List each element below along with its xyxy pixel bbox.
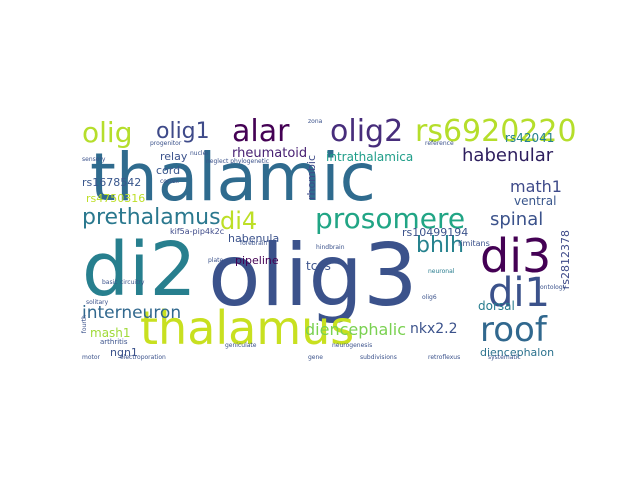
word-olig6: olig6 [422, 294, 437, 301]
word-rhombic: rhombic [305, 155, 318, 200]
word-cord: cord [156, 164, 181, 177]
word-prethalamus: prethalamus [82, 205, 221, 230]
word-neglect: neglect phylogenetic [206, 158, 270, 165]
word-rs6920220: rs6920220 [415, 115, 577, 149]
word-gene: gene [308, 354, 323, 361]
word-rs42041: rs42041 [505, 131, 555, 145]
word-kif5a: kif5a-pip4k2c [170, 227, 225, 236]
word-subdivisions: subdivisions [360, 354, 397, 361]
word-rs10499194: rs10499194 [402, 226, 469, 239]
word-di1: di1 [488, 270, 550, 316]
word-rs4750316: rs4750316 [86, 192, 146, 205]
word-ngn1: ngn1 [110, 346, 138, 359]
word-systematic: systematic [488, 354, 521, 361]
word-di2: di2 [82, 227, 197, 313]
word-neuronal: neuronal [428, 268, 455, 275]
word-di3: di3 [480, 229, 552, 283]
word-retroflexus: retroflexus [428, 354, 461, 361]
word-dorsal: dorsal [478, 299, 515, 313]
word-interneuron: interneuron [82, 303, 182, 323]
word-hindbrain: hindbrain [316, 244, 345, 251]
word-habenula: habenula [228, 232, 280, 245]
word-olig1: olig1 [156, 119, 210, 144]
word-solitary: solitary [86, 299, 109, 306]
word-thalamus: thalamus [140, 301, 355, 355]
word-relay: relay [160, 150, 188, 163]
word-thalamic: thalamic [90, 139, 376, 216]
word-spinal: spinal [490, 209, 544, 230]
word-bhlh: bhlh [416, 233, 464, 258]
word-basic: basic [102, 279, 118, 286]
word-mash1: mash1 [90, 326, 131, 340]
word-rs1678542: rs1678542 [82, 176, 142, 189]
word-arthritis: arthritis [100, 338, 128, 346]
word-di4: di4 [220, 207, 258, 235]
word-electroporation: electroporation [120, 354, 166, 361]
word-rheumatoid: rheumatoid [232, 146, 308, 161]
word-roof: roof [480, 310, 547, 350]
word-cortex: cortex [160, 178, 179, 185]
word-reference: reference [425, 140, 454, 147]
word-ontology: ontology [540, 284, 567, 291]
word-intrathalamica: intrathalamica [326, 150, 414, 164]
word-diencephalon: diencephalon [480, 346, 555, 359]
word-olig3: olig3 [208, 226, 418, 326]
word-ventral: ventral [514, 194, 557, 208]
word-forebrain: forebrain [240, 240, 268, 247]
word-alar: alar [232, 115, 290, 149]
word-olig2: olig2 [330, 115, 404, 149]
word-nkx22: nkx2.2 [410, 321, 458, 337]
word-diencephalic: diencephalic [305, 320, 407, 339]
word-plate: plate [208, 257, 224, 264]
word-rs2812378: rs2812378 [559, 230, 572, 290]
word-habenular: habenular [462, 145, 554, 166]
word-neurogenesis: neurogenesis [332, 342, 373, 349]
word-zona: zona [308, 118, 323, 125]
word-motor: motor [82, 354, 101, 361]
word-circuitry: circuitry [120, 279, 145, 286]
word-olig: olig [82, 116, 133, 149]
word-fourth: fourth [81, 315, 88, 334]
word-prosomere: prosomere [315, 202, 466, 235]
word-limitans: limitans [458, 239, 490, 248]
word-geniculate: geniculate [225, 342, 257, 349]
word-math1: math1 [510, 177, 562, 196]
word-sensory: sensory [82, 156, 106, 163]
word-tcas: tcas [306, 259, 331, 273]
word-cloud: thalamic olig3 di2 thalamus di3 di1 pros… [80, 115, 580, 365]
word-progenitor: progenitor [150, 140, 182, 147]
word-nuclei: nuclei [190, 150, 208, 157]
word-pipeline: pipeline [235, 254, 279, 267]
